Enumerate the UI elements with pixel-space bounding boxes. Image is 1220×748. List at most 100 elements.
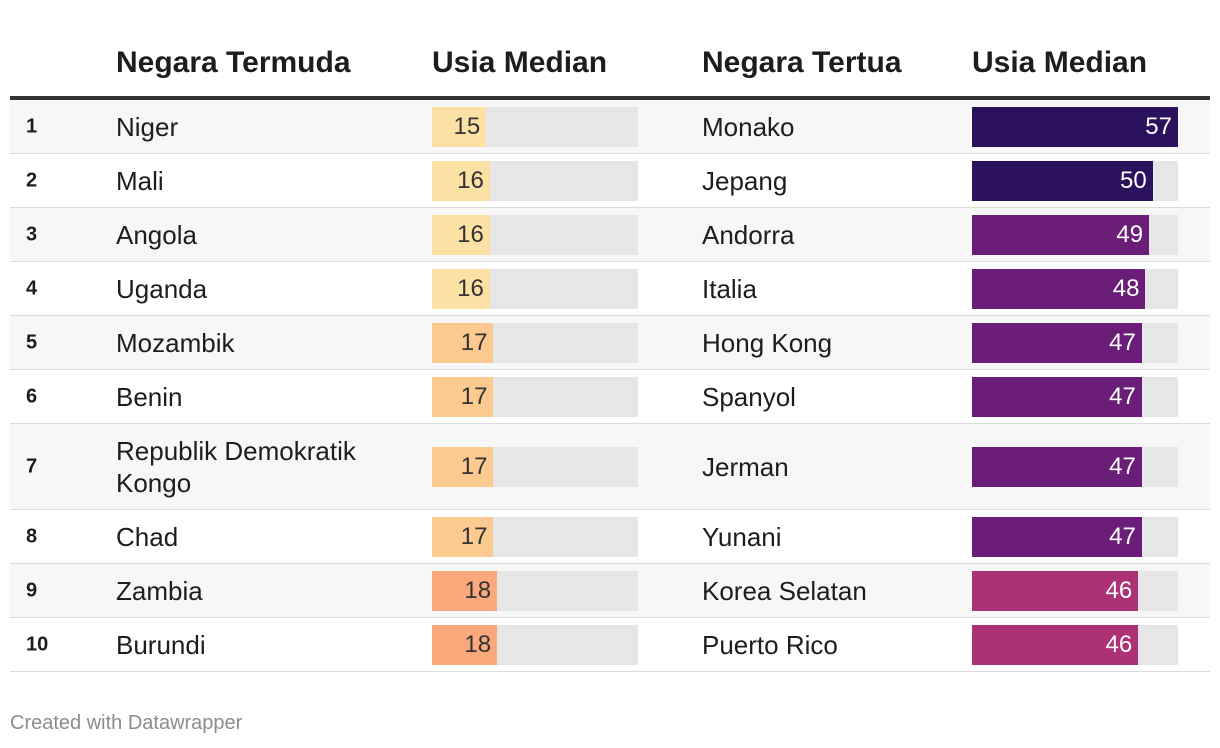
young-age-bar-track: 17	[432, 376, 638, 417]
young-age-value: 16	[457, 220, 484, 248]
old-age-value: 57	[1145, 112, 1172, 140]
young-age-bar-track: 16	[432, 214, 638, 255]
old-age-bar-track: 47	[972, 322, 1178, 363]
rank-cell: 9	[26, 579, 38, 601]
old-age-bar[interactable]: 50	[972, 160, 1153, 201]
old-age-bar[interactable]: 47	[972, 322, 1142, 363]
young-age-value: 16	[457, 274, 484, 302]
old-age-value: 49	[1116, 220, 1144, 248]
young-age-value: 18	[464, 630, 492, 658]
old-age-bar[interactable]: 57	[972, 106, 1178, 147]
young-age-bar[interactable]: 17	[432, 516, 494, 557]
old-country-name: Spanyol	[702, 381, 796, 412]
old-age-bar[interactable]: 48	[972, 268, 1146, 309]
young-age-value: 18	[464, 576, 492, 604]
young-age-bar[interactable]: 17	[432, 446, 494, 487]
young-age-bar-track: 16	[432, 268, 638, 309]
young-age-value: 17	[460, 452, 488, 480]
young-age-bar[interactable]: 16	[432, 160, 490, 201]
old-age-value: 47	[1109, 522, 1136, 550]
table-row: 9 Zambia 18 Korea Selatan 46	[10, 564, 1210, 618]
footer-credit: Created with Datawrapper	[10, 712, 243, 734]
rank-cell: 4	[26, 277, 38, 299]
old-age-value: 47	[1109, 452, 1136, 480]
old-country-name: Andorra	[702, 219, 795, 250]
old-age-bar[interactable]: 47	[972, 376, 1142, 417]
rank-cell: 1	[26, 115, 38, 137]
old-age-bar[interactable]: 46	[972, 570, 1139, 611]
old-age-bar-track: 57	[972, 106, 1178, 147]
old-country-name: Puerto Rico	[702, 629, 838, 660]
young-country-name: Uganda	[116, 273, 208, 304]
young-age-bar[interactable]: 15	[432, 106, 487, 147]
young-country-name: Angola	[116, 219, 197, 250]
old-country-name: Hong Kong	[702, 327, 833, 358]
old-country-name: Monako	[702, 111, 795, 142]
table-row: 6 Benin 17 Spanyol 47	[10, 370, 1210, 424]
table-row: 1 Niger 15 Monako 57	[10, 100, 1210, 154]
table-row: 4 Uganda 16 Italia 48	[10, 262, 1210, 316]
old-age-value: 48	[1112, 274, 1140, 302]
old-age-bar-track: 47	[972, 516, 1178, 557]
header-old-median-age[interactable]: Usia Median	[972, 46, 1148, 79]
median-age-table: Negara Termuda Usia Median Negara Tertua…	[10, 0, 1210, 672]
young-country-name: Chad	[116, 521, 179, 552]
young-country-name: Mali	[116, 165, 164, 196]
old-age-bar[interactable]: 47	[972, 446, 1142, 487]
old-age-bar[interactable]: 46	[972, 624, 1139, 665]
young-age-bar[interactable]: 17	[432, 322, 494, 363]
young-age-bar-track: 17	[432, 516, 638, 557]
young-country-name: Zambia	[116, 575, 203, 606]
rank-cell: 5	[26, 331, 38, 353]
young-age-value: 17	[460, 522, 488, 550]
old-country-name: Jepang	[702, 165, 788, 196]
old-country-name: Korea Selatan	[702, 575, 867, 606]
table-row: 7 Republik Demokratik Kongo 17 Jerman 47	[10, 424, 1210, 510]
old-age-bar[interactable]: 49	[972, 214, 1150, 255]
header-young-median-age[interactable]: Usia Median	[432, 46, 608, 79]
table-header: Negara Termuda Usia Median Negara Tertua…	[10, 0, 1210, 100]
young-country-name: Burundi	[116, 629, 206, 660]
rank-cell: 2	[26, 169, 38, 191]
old-age-bar-track: 49	[972, 214, 1178, 255]
young-age-bar-track: 18	[432, 624, 638, 665]
old-age-bar-track: 47	[972, 446, 1178, 487]
young-age-bar[interactable]: 18	[432, 570, 498, 611]
rank-cell: 10	[26, 633, 49, 655]
rank-cell: 8	[26, 525, 38, 547]
young-age-value: 15	[453, 112, 481, 140]
old-age-value: 47	[1109, 328, 1136, 356]
table-row: 2 Mali 16 Jepang 50	[10, 154, 1210, 208]
young-age-value: 17	[460, 328, 488, 356]
rank-cell: 6	[26, 385, 38, 407]
old-country-name: Jerman	[702, 451, 789, 482]
old-age-bar-track: 46	[972, 624, 1178, 665]
young-age-bar[interactable]: 16	[432, 268, 490, 309]
young-age-bar-track: 16	[432, 160, 638, 201]
old-age-bar[interactable]: 47	[972, 516, 1142, 557]
young-country-name: Benin	[116, 381, 183, 412]
header-oldest-country[interactable]: Negara Tertua	[702, 46, 902, 79]
young-age-bar[interactable]: 17	[432, 376, 494, 417]
young-age-value: 17	[460, 382, 488, 410]
old-age-bar-track: 50	[972, 160, 1178, 201]
table-row: 8 Chad 17 Yunani 47	[10, 510, 1210, 564]
header-youngest-country[interactable]: Negara Termuda	[116, 46, 351, 79]
old-age-bar-track: 47	[972, 376, 1178, 417]
young-age-bar[interactable]: 18	[432, 624, 498, 665]
young-country-name: Niger	[116, 111, 179, 142]
young-age-bar-track: 17	[432, 322, 638, 363]
young-country-name: Mozambik	[116, 327, 235, 358]
old-age-value: 46	[1105, 576, 1133, 604]
old-age-bar-track: 48	[972, 268, 1178, 309]
rank-cell: 7	[26, 455, 38, 477]
young-age-bar-track: 15	[432, 106, 638, 147]
old-country-name: Yunani	[702, 521, 782, 552]
old-age-bar-track: 46	[972, 570, 1178, 611]
table-row: 10 Burundi 18 Puerto Rico 46	[10, 618, 1210, 672]
rank-cell: 3	[26, 223, 38, 245]
young-age-bar[interactable]: 16	[432, 214, 490, 255]
table-row: 3 Angola 16 Andorra 49	[10, 208, 1210, 262]
old-age-value: 47	[1109, 382, 1136, 410]
young-country-name: Republik Demokratik Kongo	[116, 435, 356, 498]
